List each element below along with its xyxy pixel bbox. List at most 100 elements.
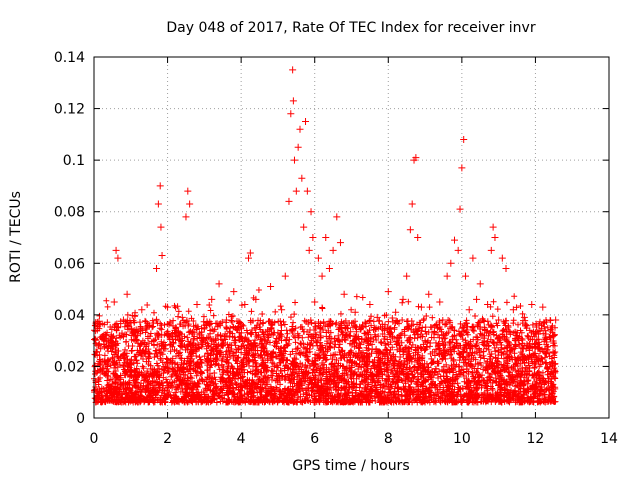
- data-point: [454, 246, 462, 254]
- data-point: [417, 303, 425, 311]
- data-point: [110, 298, 118, 306]
- plot-frame: [93, 56, 610, 419]
- data-point: [197, 368, 205, 376]
- data-point: [145, 321, 153, 329]
- data-point: [127, 360, 135, 368]
- data-point: [289, 97, 297, 105]
- data-point: [222, 316, 230, 324]
- data-point: [290, 156, 298, 164]
- data-point: [116, 375, 124, 383]
- data-point: [182, 213, 190, 221]
- data-point: [208, 295, 216, 303]
- data-point: [366, 301, 374, 309]
- data-point: [355, 344, 363, 352]
- data-point: [259, 319, 267, 327]
- data-point: [421, 337, 429, 345]
- x-axis-ticks: 0 2 4 6 8 10 12 14: [90, 57, 618, 447]
- data-point: [524, 342, 532, 350]
- data-point: [542, 350, 550, 358]
- data-point: [443, 272, 451, 280]
- data-point: [281, 272, 289, 280]
- data-point: [458, 164, 466, 172]
- data-point: [134, 370, 142, 378]
- data-point: [314, 254, 322, 262]
- data-point: [149, 365, 157, 373]
- data-point: [381, 326, 389, 334]
- data-point: [392, 308, 400, 316]
- data-point: [502, 264, 510, 272]
- data-point: [204, 357, 212, 365]
- data-point: [412, 154, 420, 162]
- data-point: [359, 321, 367, 329]
- data-point: [160, 342, 168, 350]
- data-point: [456, 205, 464, 213]
- data-point: [362, 360, 370, 368]
- y-tick-label: 0.1: [63, 153, 85, 169]
- data-point: [489, 223, 497, 231]
- data-point: [294, 143, 302, 151]
- data-point: [114, 254, 122, 262]
- data-point: [130, 329, 138, 337]
- data-point: [193, 301, 201, 309]
- x-tick-label: 12: [527, 431, 545, 447]
- data-point: [164, 303, 172, 311]
- data-point: [298, 174, 306, 182]
- data-point: [112, 246, 120, 254]
- data-point: [509, 306, 517, 314]
- data-point: [241, 301, 249, 309]
- data-point: [153, 264, 161, 272]
- data-point: [99, 334, 107, 342]
- data-point: [517, 368, 525, 376]
- data-point: [256, 375, 264, 383]
- data-point: [406, 226, 414, 234]
- x-axis-title: GPS time / hours: [292, 458, 409, 474]
- data-point: [307, 208, 315, 216]
- y-tick-label: 0.02: [54, 359, 85, 375]
- data-point: [469, 254, 477, 262]
- data-point: [309, 234, 317, 241]
- data-point: [103, 368, 111, 376]
- data-point: [219, 370, 227, 378]
- data-point: [528, 301, 536, 309]
- data-point: [296, 125, 304, 133]
- data-point: [311, 298, 319, 306]
- data-point: [189, 339, 197, 347]
- data-point: [513, 329, 521, 337]
- data-point: [96, 357, 104, 365]
- data-point: [263, 347, 271, 355]
- data-point: [302, 117, 310, 125]
- data-point: [318, 272, 326, 280]
- data-point: [498, 254, 506, 262]
- data-point: [329, 246, 337, 254]
- data-point: [473, 295, 481, 303]
- y-tick-label: 0: [76, 411, 85, 427]
- data-point: [550, 331, 558, 339]
- data-point: [408, 200, 416, 208]
- data-point: [226, 352, 234, 360]
- data-point: [248, 342, 256, 350]
- data-point: [531, 360, 539, 368]
- data-point: [292, 187, 300, 195]
- data-point: [119, 316, 127, 324]
- data-point: [215, 280, 223, 288]
- y-tick-label: 0.04: [54, 308, 85, 324]
- data-point: [178, 313, 186, 321]
- data-point: [287, 110, 295, 118]
- data-point: [552, 316, 560, 324]
- y-axis-ticks: 0 0.02 0.04 0.06 0.08 0.1 0.12 0.14: [54, 50, 609, 427]
- data-point: [348, 368, 355, 376]
- x-tick-label: 6: [310, 431, 319, 447]
- data-point: [325, 264, 333, 272]
- y-tick-label: 0.14: [54, 50, 85, 66]
- data-point: [278, 306, 286, 314]
- data-point: [351, 308, 359, 316]
- data-point: [211, 344, 219, 352]
- data-point: [230, 288, 238, 296]
- data-point: [267, 282, 275, 290]
- data-point: [344, 331, 352, 339]
- x-tick-label: 2: [163, 431, 172, 447]
- data-point: [388, 365, 396, 373]
- data-point: [252, 295, 260, 303]
